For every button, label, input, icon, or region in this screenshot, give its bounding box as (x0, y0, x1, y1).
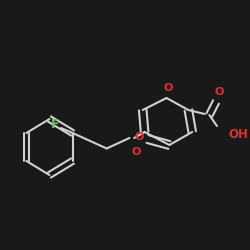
Text: O: O (214, 87, 224, 97)
Text: O: O (134, 132, 143, 142)
Text: O: O (164, 83, 173, 93)
Text: OH: OH (228, 128, 248, 141)
Text: O: O (132, 147, 141, 157)
Text: F: F (51, 118, 60, 132)
